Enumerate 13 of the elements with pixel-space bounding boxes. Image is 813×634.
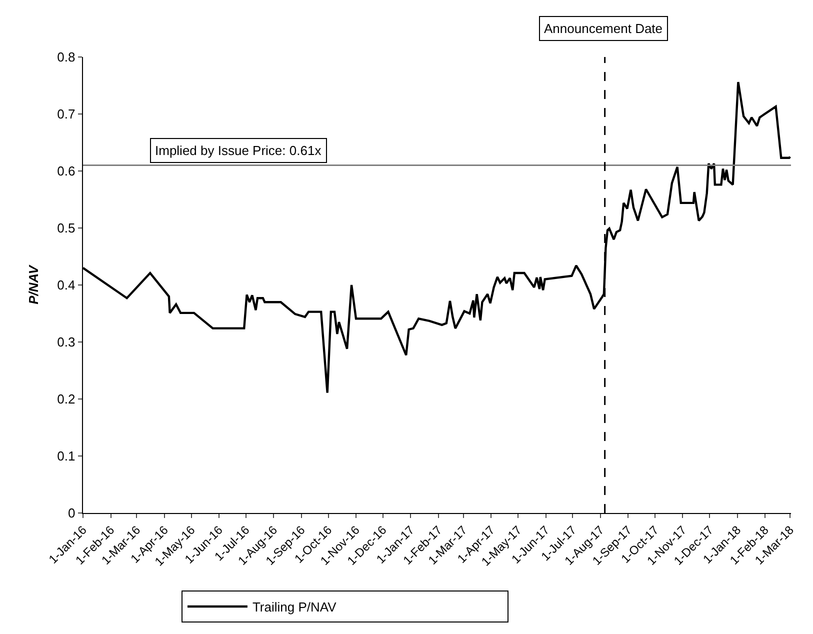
y-tick-label: 0	[68, 506, 76, 521]
y-tick-label: 0.1	[57, 448, 76, 464]
y-axis-title: P/NAV	[26, 264, 42, 304]
legend-label: Trailing P/NAV	[252, 600, 337, 615]
y-tick-label: 0.7	[57, 106, 76, 122]
y-tick-label: 0.3	[57, 334, 76, 350]
y-tick-label: 0.8	[57, 50, 76, 65]
y-tick-label: 0.4	[57, 278, 76, 293]
y-tick-label: 0.2	[57, 392, 76, 407]
ref-line-label: Announcement Date	[544, 21, 663, 36]
ref-line-label: Implied by Issue Price: 0.61x	[155, 143, 322, 158]
y-tick-label: 0.6	[57, 164, 76, 179]
y-tick-label: 0.5	[57, 220, 76, 236]
